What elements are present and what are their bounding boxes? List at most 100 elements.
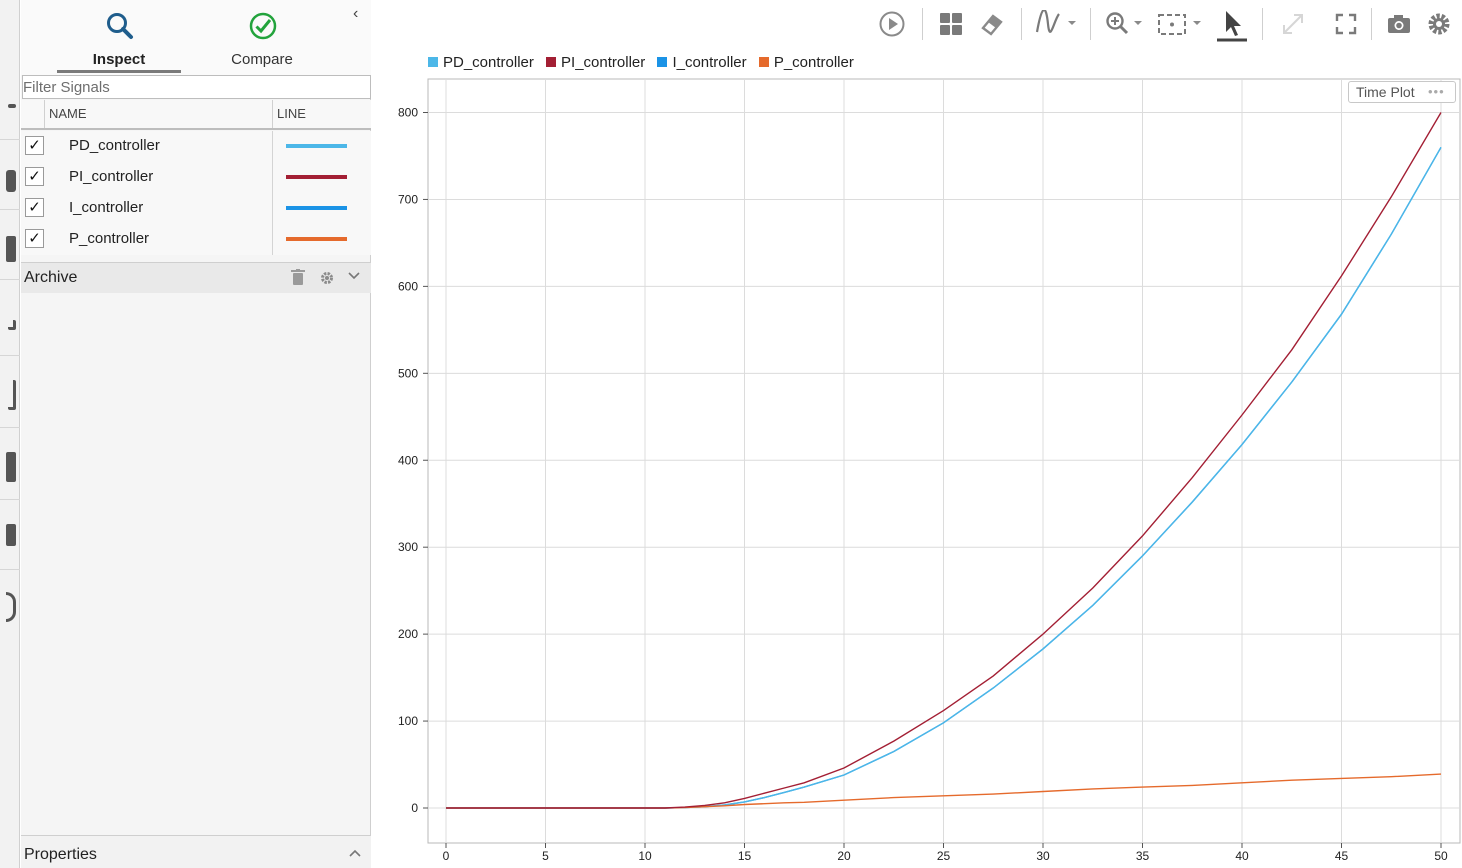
archive-label: Archive [24, 269, 78, 286]
x-tick-label: 15 [738, 849, 752, 863]
signal-name: PI_controller [69, 168, 154, 185]
y-tick-label: 100 [398, 714, 418, 728]
camera-icon[interactable] [1385, 10, 1413, 38]
chevron-up-icon[interactable] [349, 849, 361, 857]
eraser-icon[interactable] [977, 10, 1005, 38]
header-check-column [21, 100, 45, 128]
rail-button-3[interactable] [0, 210, 20, 280]
rail-button-2[interactable] [0, 140, 20, 210]
rail-button-1[interactable] [0, 70, 20, 140]
toolbar-divider [1262, 8, 1263, 40]
line-swatch[interactable] [286, 237, 347, 241]
legend-swatch [758, 57, 769, 67]
legend-label: PD_controller [443, 54, 534, 71]
x-tick-label: 30 [1036, 849, 1050, 863]
legend-label: PI_controller [561, 54, 646, 71]
toolbar-divider [1021, 8, 1022, 40]
x-tick-label: 45 [1335, 849, 1349, 863]
legend-item[interactable]: P_controller [758, 54, 854, 71]
legend-swatch [657, 57, 668, 67]
signal-checkbox[interactable]: ✓ [25, 229, 44, 248]
x-tick-label: 5 [542, 849, 549, 863]
tab-inspect-label: Inspect [92, 51, 146, 68]
check-circle-icon [249, 12, 277, 40]
fullscreen-icon[interactable] [1332, 10, 1360, 38]
settings-icon[interactable] [1425, 10, 1453, 38]
y-tick-label: 500 [398, 366, 418, 380]
legend-item[interactable]: PI_controller [546, 54, 645, 71]
signal-list: ✓ PD_controller ✓ PI_controller ✓ I_cont… [21, 131, 371, 255]
header-name[interactable]: NAME [49, 106, 87, 121]
signal-checkbox[interactable]: ✓ [25, 198, 44, 217]
filter-signals-input[interactable] [22, 75, 371, 99]
mode-tabs: Inspect Compare ‹ [21, 0, 371, 75]
signal-checkbox[interactable]: ✓ [25, 136, 44, 155]
signal-checkbox[interactable]: ✓ [25, 167, 44, 186]
rail-button-4[interactable] [0, 286, 20, 356]
time-plot-label: Time Plot [1356, 84, 1415, 100]
gear-icon[interactable] [320, 271, 334, 285]
cursor-icon[interactable] [1215, 8, 1249, 42]
column-divider [272, 131, 273, 162]
time-plot-badge[interactable]: Time Plot ••• [1348, 81, 1456, 103]
x-tick-label: 10 [638, 849, 652, 863]
column-divider [272, 162, 273, 193]
line-swatch[interactable] [286, 206, 347, 210]
signal-name: I_controller [69, 199, 144, 216]
legend-swatch [428, 57, 438, 67]
line-swatch[interactable] [286, 175, 347, 179]
collapse-panel-icon[interactable]: ‹ [353, 5, 359, 22]
signal-table-header: NAME LINE [21, 100, 371, 130]
plot-toolbar [372, 0, 1462, 48]
tab-compare[interactable]: Compare [200, 8, 324, 74]
toolbar-divider [1371, 8, 1372, 40]
signal-row[interactable]: ✓ PD_controller [21, 131, 371, 162]
fit-to-view-icon[interactable] [1157, 10, 1205, 38]
x-tick-label: 40 [1235, 849, 1249, 863]
toolbar-divider [922, 8, 923, 40]
properties-section-header[interactable]: Properties [21, 835, 371, 868]
rail-button-7[interactable] [0, 500, 20, 570]
more-options-icon[interactable]: ••• [1428, 84, 1445, 99]
line-swatch[interactable] [286, 144, 347, 148]
y-tick-label: 300 [398, 540, 418, 554]
column-divider [272, 224, 273, 255]
toolbar-divider [1090, 8, 1091, 40]
rail-button-6[interactable] [0, 430, 20, 500]
y-tick-label: 600 [398, 279, 418, 293]
signal-name: PD_controller [69, 137, 160, 154]
archive-section-header[interactable]: Archive [21, 262, 371, 293]
chevron-down-icon[interactable] [348, 272, 360, 280]
legend-item[interactable]: PD_controller [428, 54, 534, 71]
rail-button-8[interactable] [0, 570, 20, 640]
x-tick-label: 50 [1434, 849, 1448, 863]
header-line[interactable]: LINE [272, 100, 306, 128]
y-tick-label: 400 [398, 453, 418, 467]
time-plot[interactable]: 0 5 10 15 20 25 30 35 40 45 5001002003004005006007… [372, 75, 1462, 868]
signal-row[interactable]: ✓ I_controller [21, 193, 371, 224]
play-icon[interactable] [878, 10, 906, 38]
legend-label: P_controller [773, 54, 854, 71]
properties-label: Properties [24, 846, 97, 863]
x-tick-label: 25 [937, 849, 951, 863]
rail-button-5[interactable] [0, 358, 20, 428]
series-line-pi-controller[interactable] [446, 112, 1442, 809]
legend-item[interactable]: I_controller [657, 54, 747, 71]
signal-row[interactable]: ✓ PI_controller [21, 162, 371, 193]
signals-panel: Inspect Compare ‹ NAME LINE ✓ PD_control… [21, 0, 371, 868]
expand-icon[interactable] [1279, 10, 1307, 38]
y-tick-label: 700 [398, 192, 418, 206]
y-tick-label: 0 [411, 801, 418, 815]
zoom-icon[interactable] [1104, 10, 1148, 38]
signal-wave-icon[interactable] [1034, 10, 1078, 38]
x-tick-label: 0 [443, 849, 450, 863]
layout-grid-icon[interactable] [937, 10, 965, 38]
plot-legend: PD_controller PI_controller I_controller… [428, 54, 862, 74]
signal-name: P_controller [69, 230, 150, 247]
tab-inspect[interactable]: Inspect [57, 8, 181, 74]
signal-row[interactable]: ✓ P_controller [21, 224, 371, 255]
trash-icon[interactable] [291, 269, 305, 285]
y-tick-label: 800 [398, 106, 418, 120]
x-tick-label: 35 [1136, 849, 1150, 863]
